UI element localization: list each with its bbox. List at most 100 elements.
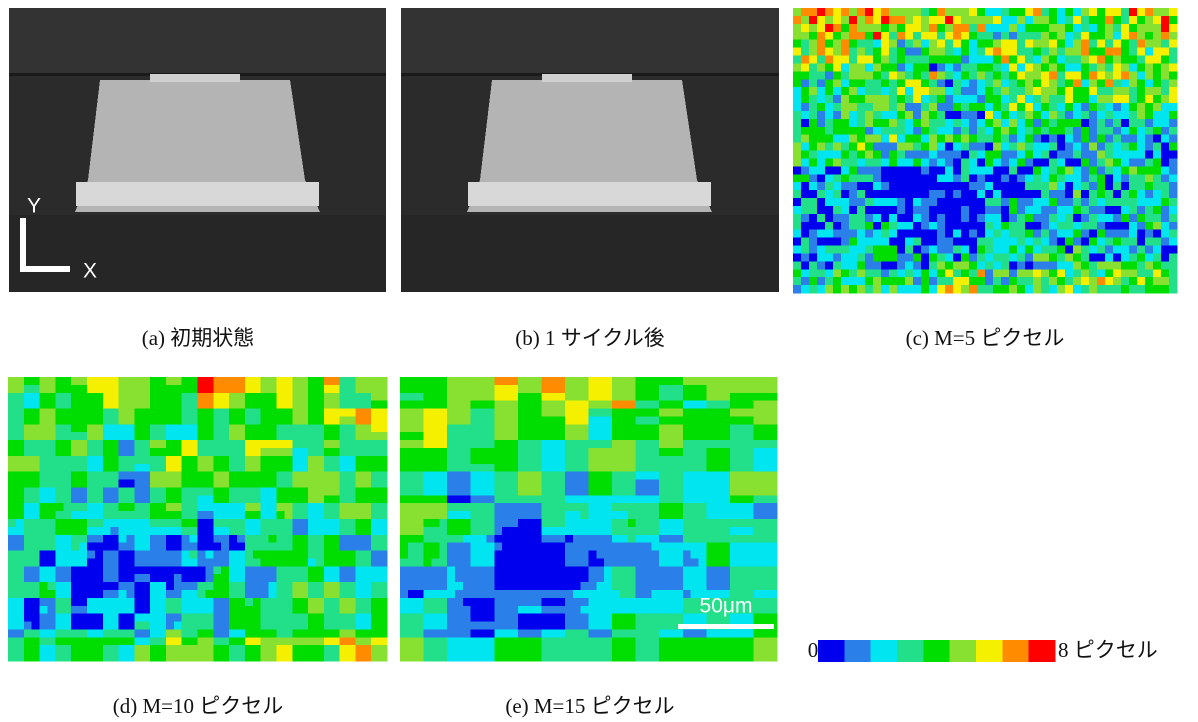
- map-cell: [825, 48, 833, 56]
- map-cell: [205, 629, 213, 637]
- map-cell: [292, 393, 300, 401]
- map-cell: [1081, 32, 1089, 40]
- map-cell: [221, 409, 229, 417]
- map-cell: [1049, 269, 1057, 277]
- map-cell: [502, 416, 510, 424]
- map-cell: [1057, 238, 1065, 246]
- map-cell: [905, 8, 913, 16]
- map-cell: [557, 456, 565, 464]
- map-cell: [55, 558, 63, 566]
- map-cell: [111, 622, 119, 630]
- map-cell: [722, 472, 730, 480]
- map-cell: [636, 519, 644, 527]
- map-cell: [166, 448, 174, 456]
- map-cell: [371, 582, 379, 590]
- map-cell: [643, 527, 651, 535]
- map-cell: [604, 456, 612, 464]
- map-cell: [921, 166, 929, 174]
- map-cell: [103, 574, 111, 582]
- map-cell: [801, 166, 809, 174]
- map-cell: [1065, 261, 1073, 269]
- map-cell: [416, 480, 424, 488]
- map-cell: [40, 566, 48, 574]
- map-cell: [651, 456, 659, 464]
- map-cell: [557, 495, 565, 503]
- map-cell: [79, 629, 87, 637]
- map-cell: [1129, 277, 1137, 285]
- map-cell: [40, 519, 48, 527]
- map-cell: [1017, 8, 1025, 16]
- map-cell: [1057, 32, 1065, 40]
- map-cell: [284, 653, 292, 661]
- map-cell: [198, 424, 206, 432]
- map-cell: [706, 519, 714, 527]
- map-cell: [87, 590, 95, 598]
- map-cell: [801, 238, 809, 246]
- map-cell: [400, 543, 408, 551]
- map-cell: [977, 238, 985, 246]
- map-cell: [79, 385, 87, 393]
- map-cell: [300, 495, 308, 503]
- map-cell: [1033, 71, 1041, 79]
- map-cell: [40, 622, 48, 630]
- map-cell: [1169, 246, 1177, 254]
- map-cell: [1017, 56, 1025, 64]
- map-cell: [316, 622, 324, 630]
- map-cell: [945, 222, 953, 230]
- map-cell: [363, 480, 371, 488]
- map-cell: [1097, 40, 1105, 48]
- map-cell: [557, 614, 565, 622]
- map-cell: [355, 416, 363, 424]
- map-cell: [348, 598, 356, 606]
- map-cell: [921, 261, 929, 269]
- map-cell: [142, 448, 150, 456]
- map-cell: [348, 487, 356, 495]
- map-cell: [1121, 103, 1129, 111]
- map-cell: [16, 590, 24, 598]
- map-cell: [79, 480, 87, 488]
- map-cell: [198, 416, 206, 424]
- map-cell: [1025, 277, 1033, 285]
- map-cell: [32, 574, 40, 582]
- map-cell: [993, 206, 1001, 214]
- map-cell: [32, 456, 40, 464]
- map-cell: [753, 503, 761, 511]
- map-cell: [985, 135, 993, 143]
- map-cell: [245, 551, 253, 559]
- map-cell: [379, 614, 387, 622]
- map-cell: [961, 103, 969, 111]
- map-cell: [400, 377, 408, 385]
- map-cell: [261, 487, 269, 495]
- map-cell: [849, 269, 857, 277]
- map-cell: [1065, 198, 1073, 206]
- map-cell: [977, 32, 985, 40]
- map-cell: [905, 285, 913, 293]
- map-cell: [921, 95, 929, 103]
- map-cell: [71, 574, 79, 582]
- map-cell: [221, 551, 229, 559]
- map-cell: [817, 269, 825, 277]
- map-cell: [79, 590, 87, 598]
- map-cell: [969, 238, 977, 246]
- map-cell: [1097, 158, 1105, 166]
- map-cell: [95, 606, 103, 614]
- map-cell: [408, 622, 416, 630]
- map-cell: [667, 606, 675, 614]
- map-cell: [292, 558, 300, 566]
- map-cell: [439, 535, 447, 543]
- map-cell: [119, 472, 127, 480]
- map-cell: [706, 424, 714, 432]
- map-cell: [1169, 79, 1177, 87]
- map-cell: [921, 119, 929, 127]
- map-cell: [355, 472, 363, 480]
- map-cell: [985, 190, 993, 198]
- map-cell: [463, 590, 471, 598]
- map-cell: [205, 440, 213, 448]
- map-cell: [348, 393, 356, 401]
- map-cell: [714, 487, 722, 495]
- map-cell: [993, 79, 1001, 87]
- map-cell: [158, 495, 166, 503]
- map-cell: [24, 503, 32, 511]
- map-cell: [198, 551, 206, 559]
- map-cell: [1105, 63, 1113, 71]
